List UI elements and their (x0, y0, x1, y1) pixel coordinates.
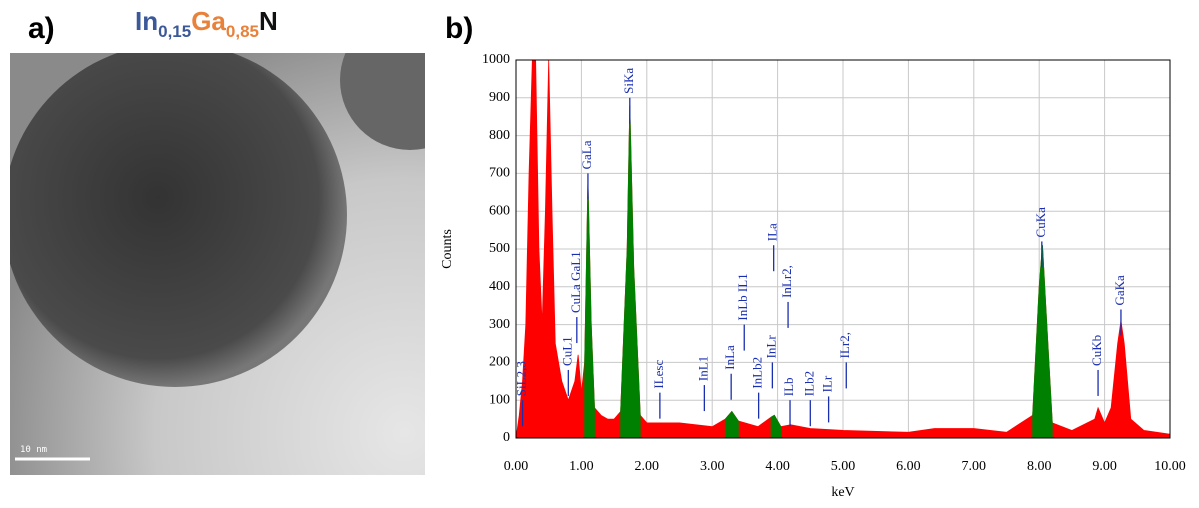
peak-label: ILr2, (837, 332, 852, 358)
y-tick-label: 300 (489, 317, 510, 332)
particle (340, 53, 425, 150)
panel-label: a) (28, 12, 55, 45)
x-tick-label: 10.00 (1154, 459, 1186, 474)
peak-label: GaLa (579, 140, 594, 169)
peak-label: GaKa (1112, 275, 1127, 306)
y-tick-label: 100 (489, 392, 510, 407)
peak-label: SiL2,3 (514, 361, 529, 396)
x-tick-label: 3.00 (700, 459, 725, 474)
peak-label: InLr2, (779, 265, 794, 298)
peak-label: SiKa (621, 68, 636, 94)
x-axis-label: keV (831, 485, 854, 500)
y-tick-label: 400 (489, 279, 510, 294)
y-tick-label: 1000 (482, 52, 510, 67)
y-tick-label: 0 (503, 430, 510, 445)
peak-label: CuL1 (559, 336, 574, 366)
tem-image: 10 nm (10, 53, 425, 475)
particle (10, 53, 347, 387)
title-part: N (259, 6, 278, 36)
x-tick-label: 9.00 (1092, 459, 1117, 474)
peak-label: CuKa (1033, 207, 1048, 238)
title-part: Ga (191, 6, 226, 36)
y-tick-label: 800 (489, 128, 510, 143)
y-tick-label: 500 (489, 241, 510, 256)
x-tick-label: 6.00 (896, 459, 921, 474)
peak-label: ILa (765, 223, 780, 241)
x-tick-label: 7.00 (962, 459, 987, 474)
peak-label: InLa (722, 345, 737, 370)
x-tick-label: 4.00 (765, 459, 790, 474)
spectrum-area (515, 59, 1171, 439)
y-tick-label: 700 (489, 166, 510, 181)
title-part: In (135, 6, 158, 36)
peak-label: InLb2 (750, 357, 765, 389)
peak-label: InL1 (695, 356, 710, 381)
plot-frame (515, 59, 1171, 439)
title-sub: 0,15 (158, 22, 191, 41)
peak-label: ILb2 (801, 371, 816, 396)
peak-label: ILesc (651, 360, 666, 389)
scale-bar-label: 10 nm (20, 445, 47, 455)
x-tick-label: 5.00 (831, 459, 856, 474)
panel-label: b) (445, 12, 473, 45)
x-tick-label: 0.00 (504, 459, 529, 474)
spectrum-area (1032, 245, 1053, 439)
spectrum-area (620, 105, 641, 439)
image-title: In0,15Ga0,85N (135, 6, 278, 41)
peak-label: CuKb (1089, 335, 1104, 366)
y-tick-label: 900 (489, 90, 510, 105)
x-tick-label: 1.00 (569, 459, 594, 474)
y-tick-label: 200 (489, 355, 510, 370)
title-sub: 0,85 (226, 22, 259, 41)
peak-label: ILb (781, 377, 796, 396)
y-axis-label: Counts (440, 229, 455, 269)
x-tick-label: 8.00 (1027, 459, 1052, 474)
peak-label: InLr (763, 335, 778, 359)
peak-label: CuLa GaL1 (568, 251, 583, 313)
plot: 0 100 200 300 400 500 600 700 800 900 1000 0.00 1.00… (440, 52, 1186, 500)
y-tick-label: 600 (489, 203, 510, 218)
peak-label: ILr (820, 375, 835, 392)
peak-label: InLb IL1 (735, 273, 750, 320)
x-tick-label: 2.00 (635, 459, 660, 474)
